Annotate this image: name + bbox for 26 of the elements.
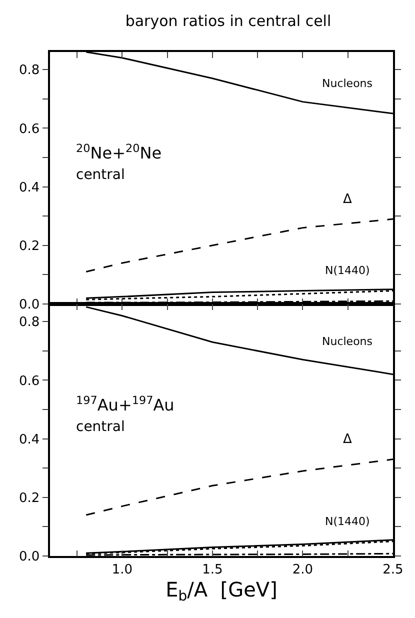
y-tick-label: 0.0 — [18, 550, 40, 565]
chart-title: baryon ratios in central cell — [125, 12, 332, 30]
annotation: central — [76, 419, 125, 435]
annotation: $^{20}$Ne+$^{20}$Ne — [76, 142, 162, 163]
series-label: N(1440) — [325, 264, 370, 277]
y-tick-label: 0.4 — [18, 432, 40, 448]
x-tick-label: 2.0 — [292, 562, 314, 578]
x-tick-label: 1.0 — [112, 562, 133, 578]
y-tick-label: 0.2 — [18, 490, 40, 506]
x-tick-label: 2.5 — [382, 562, 404, 578]
y-tick-label: 0.8 — [18, 315, 40, 330]
annotation: central — [76, 167, 125, 183]
y-tick-label: 0.0 — [18, 298, 40, 313]
x-tick-label: 1.5 — [202, 562, 223, 578]
annotation: $^{197}$Au+$^{197}$Au — [76, 394, 174, 415]
series-label: Δ — [343, 432, 352, 447]
y-tick-label: 0.6 — [18, 122, 40, 137]
y-tick-label: 0.4 — [18, 180, 40, 196]
series-label: Nucleons — [322, 77, 373, 90]
y-tick-label: 0.8 — [18, 63, 40, 78]
x-axis-title: E$_{b}$/A [GeV] — [166, 577, 278, 605]
y-tick-label: 0.6 — [18, 374, 40, 389]
series-label: Nucleons — [322, 335, 373, 348]
series-label: Δ — [343, 192, 352, 207]
y-tick-label: 0.2 — [18, 238, 40, 254]
series-label: N(1440) — [325, 515, 370, 528]
